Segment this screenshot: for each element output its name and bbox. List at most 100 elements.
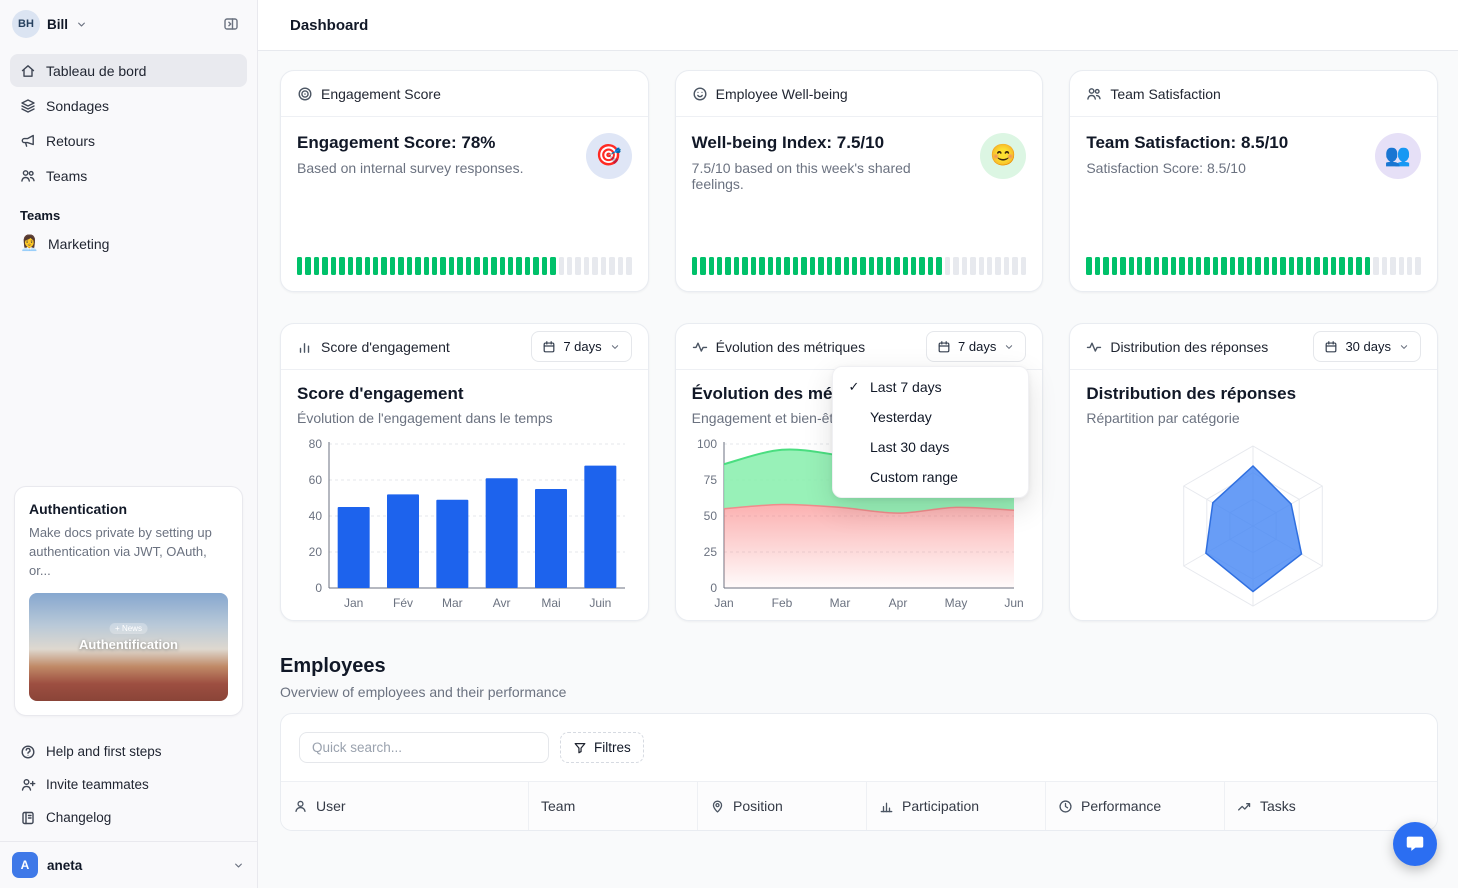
stat-title: Engagement Score: 78%: [297, 133, 496, 152]
topbar: Dashboard: [258, 0, 1458, 51]
teams-list: 👩‍💼 Marketing: [0, 227, 257, 260]
team-item-marketing[interactable]: 👩‍💼 Marketing: [10, 227, 247, 260]
chevron-down-icon: [1003, 341, 1015, 353]
calendar-icon: [1324, 340, 1338, 354]
menu-item-last-30-days[interactable]: Last 30 days: [870, 439, 950, 455]
auth-card-body: Make docs private by setting up authenti…: [29, 525, 212, 579]
menu-item-last-7-days[interactable]: ✓ Last 7 days: [838, 372, 1023, 402]
sidebar-item-changelog[interactable]: Changelog: [10, 802, 247, 833]
stat-subtitle: Based on internal survey responses.: [297, 160, 524, 176]
activity-icon: [1086, 339, 1102, 355]
funnel-icon: [573, 741, 587, 755]
authentication-promo-card[interactable]: Authentication Make docs private by sett…: [14, 486, 243, 716]
svg-text:50: 50: [703, 509, 717, 523]
workspace-switcher[interactable]: A aneta: [0, 841, 257, 888]
sidebar-item-label: Changelog: [46, 810, 112, 825]
user-menu[interactable]: Bill: [47, 16, 69, 32]
date-range-button[interactable]: 30 days: [1313, 331, 1421, 362]
bar-chart-icon: [297, 339, 313, 355]
clock-icon: [1058, 799, 1073, 814]
calendar-icon: [937, 340, 951, 354]
sidebar-footer-nav: Help and first steps Invite teammates Ch…: [0, 728, 257, 841]
svg-text:75: 75: [703, 473, 717, 487]
stat-card-wellbeing: Employee Well-being Well-being Index: 7.…: [674, 70, 1044, 292]
svg-text:Apr: Apr: [888, 596, 907, 610]
stat-subtitle: 7.5/10 based on this week's shared feeli…: [691, 160, 911, 192]
chart-card-engagement-score: Score d'engagement 7 days Score d'engage…: [280, 323, 649, 621]
sidebar-item-teams[interactable]: Teams: [10, 159, 247, 192]
svg-text:80: 80: [309, 437, 323, 451]
progress-bar: [1086, 257, 1421, 275]
pin-icon: [710, 799, 725, 814]
svg-text:Mar: Mar: [442, 596, 463, 610]
stat-card-engagement: Engagement Score Engagement Score: 78% B…: [280, 70, 649, 292]
engagement-bar-chart: 0 20 40 60 80 Jan Fév Mar Avr Mai Juin: [309, 437, 625, 610]
svg-text:Mar: Mar: [829, 596, 850, 610]
team-emoji-icon: 👩‍💼: [20, 235, 39, 252]
users-icon: [20, 168, 36, 184]
sidebar-item-help[interactable]: Help and first steps: [10, 736, 247, 767]
employees-title: Employees: [280, 655, 386, 677]
stat-card-satisfaction: Team Satisfaction Team Satisfaction: 8.5…: [1069, 70, 1438, 292]
chart-subtitle: Répartition par catégorie: [1086, 410, 1240, 426]
sidebar-collapse-button[interactable]: [217, 10, 245, 38]
chat-icon: [1404, 833, 1426, 855]
svg-text:100: 100: [697, 437, 717, 451]
card-header-label: Distribution des réponses: [1110, 338, 1269, 355]
svg-text:Avr: Avr: [493, 596, 511, 610]
column-header-team[interactable]: Team: [529, 782, 698, 830]
column-header-participation[interactable]: Participation: [867, 782, 1046, 830]
help-icon: [20, 744, 36, 760]
column-header-position[interactable]: Position: [698, 782, 867, 830]
filters-button[interactable]: Filtres: [560, 732, 644, 763]
sidebar-item-label: Teams: [46, 167, 88, 184]
sidebar-item-sondages[interactable]: Sondages: [10, 89, 247, 122]
chevron-down-icon: [609, 341, 621, 353]
svg-text:40: 40: [309, 509, 323, 523]
book-icon: [20, 810, 36, 826]
filters-label: Filtres: [594, 740, 631, 755]
menu-item-yesterday[interactable]: Yesterday: [870, 409, 932, 425]
date-range-value: 7 days: [958, 339, 997, 354]
teams-section-label: Teams: [20, 208, 61, 223]
user-avatar[interactable]: BH: [12, 10, 40, 38]
sidebar-item-retours[interactable]: Retours: [10, 124, 247, 157]
card-header-label: Employee Well-being: [715, 85, 848, 102]
date-range-value: 30 days: [1345, 339, 1391, 354]
progress-bar: [297, 257, 632, 275]
stat-subtitle: Satisfaction Score: 8.5/10: [1086, 160, 1246, 176]
sidebar-item-invite-teammates[interactable]: Invite teammates: [10, 769, 247, 800]
svg-text:Fév: Fév: [393, 596, 413, 610]
employees-card: Filtres User Team Position: [280, 713, 1438, 831]
column-header-user[interactable]: User: [281, 782, 529, 830]
auth-card-image[interactable]: + News Authentification: [29, 593, 228, 701]
svg-text:0: 0: [315, 581, 322, 595]
calendar-icon: [542, 340, 556, 354]
workspace-name: aneta: [47, 857, 83, 873]
auth-image-badge: + News: [109, 623, 148, 634]
menu-item-custom-range[interactable]: Custom range: [870, 469, 958, 485]
svg-text:20: 20: [309, 545, 323, 559]
date-range-value: 7 days: [563, 339, 602, 354]
chat-widget-button[interactable]: [1393, 822, 1437, 866]
chart-card-responses-distribution: Distribution des réponses 30 days Distri…: [1069, 323, 1438, 621]
sidebar-header: BH Bill: [0, 0, 257, 46]
svg-text:Feb: Feb: [771, 596, 792, 610]
svg-text:Mai: Mai: [541, 596, 560, 610]
date-range-button[interactable]: 7 days: [926, 331, 1027, 362]
stat-cards-row: Engagement Score Engagement Score: 78% B…: [280, 70, 1438, 292]
column-header-tasks[interactable]: Tasks: [1225, 782, 1437, 830]
svg-text:May: May: [944, 596, 967, 610]
stat-title: Team Satisfaction: 8.5/10: [1086, 133, 1289, 152]
search-input[interactable]: [299, 732, 549, 763]
sidebar-nav: Tableau de bord Sondages Retours Teams: [0, 46, 257, 192]
chevron-down-icon: [1398, 341, 1410, 353]
date-range-button[interactable]: 7 days: [531, 331, 632, 362]
sidebar-item-tableau-de-bord[interactable]: Tableau de bord: [10, 54, 247, 87]
sidebar-item-label: Invite teammates: [46, 777, 149, 792]
column-header-performance[interactable]: Performance: [1046, 782, 1225, 830]
users-icon: [1086, 86, 1102, 102]
content: Engagement Score Engagement Score: 78% B…: [258, 51, 1458, 888]
svg-text:Jun: Jun: [1004, 596, 1023, 610]
sidebar-item-label: Retours: [46, 132, 96, 149]
